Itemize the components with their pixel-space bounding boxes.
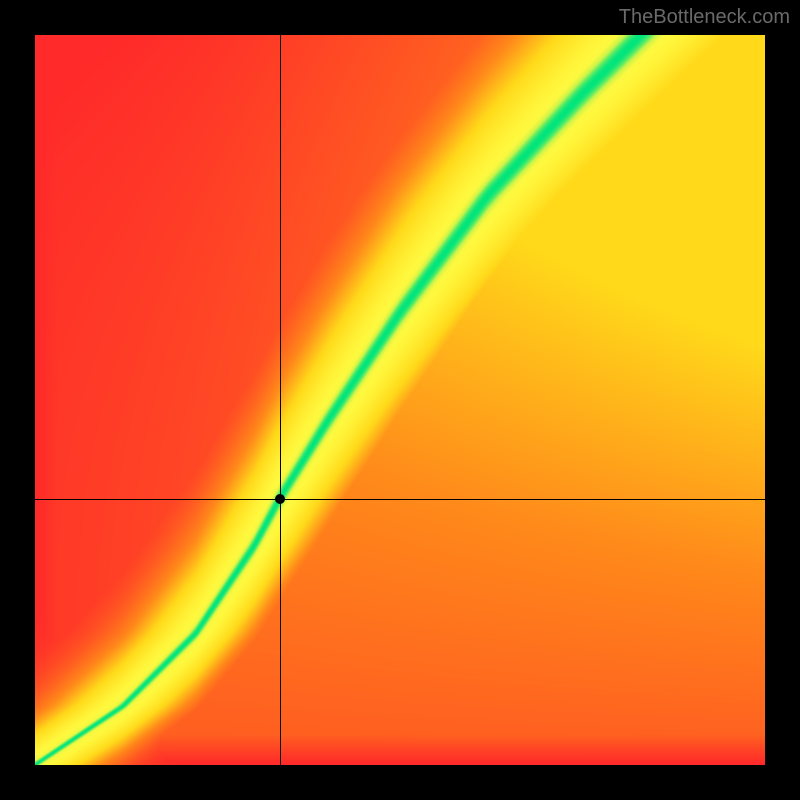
heatmap-plot (35, 35, 765, 765)
heatmap-canvas (35, 35, 765, 765)
crosshair-vertical (280, 35, 281, 765)
watermark-text: TheBottleneck.com (619, 6, 790, 29)
marker-dot (275, 494, 285, 504)
crosshair-horizontal (35, 499, 765, 500)
